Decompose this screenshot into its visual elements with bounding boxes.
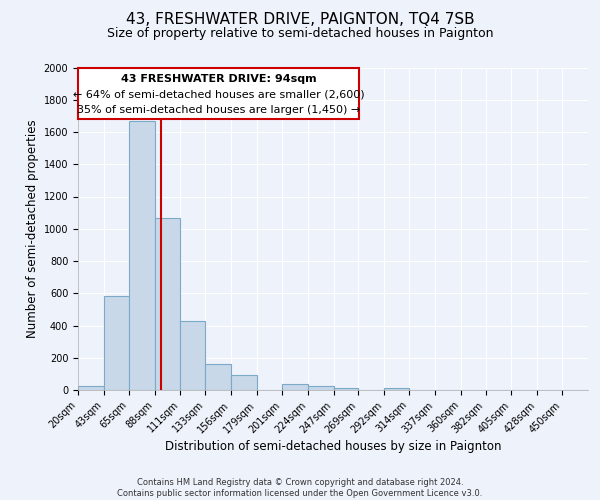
X-axis label: Distribution of semi-detached houses by size in Paignton: Distribution of semi-detached houses by … [165, 440, 501, 453]
Bar [384, 388, 409, 390]
Bar [128, 120, 155, 390]
Text: Size of property relative to semi-detached houses in Paignton: Size of property relative to semi-detach… [107, 28, 493, 40]
Bar [282, 384, 308, 390]
Bar [181, 320, 205, 390]
Bar [334, 388, 358, 390]
Bar [155, 218, 181, 390]
Bar [205, 364, 231, 390]
Text: 35% of semi-detached houses are larger (1,450) →: 35% of semi-detached houses are larger (… [77, 105, 361, 115]
Bar [231, 376, 257, 390]
Text: 43 FRESHWATER DRIVE: 94sqm: 43 FRESHWATER DRIVE: 94sqm [121, 74, 317, 84]
Y-axis label: Number of semi-detached properties: Number of semi-detached properties [26, 120, 40, 338]
Bar [308, 386, 334, 390]
Text: ← 64% of semi-detached houses are smaller (2,600): ← 64% of semi-detached houses are smalle… [73, 90, 365, 100]
Text: 43, FRESHWATER DRIVE, PAIGNTON, TQ4 7SB: 43, FRESHWATER DRIVE, PAIGNTON, TQ4 7SB [125, 12, 475, 28]
Bar [78, 386, 104, 390]
FancyBboxPatch shape [78, 68, 359, 119]
Text: Contains HM Land Registry data © Crown copyright and database right 2024.
Contai: Contains HM Land Registry data © Crown c… [118, 478, 482, 498]
Bar [104, 296, 128, 390]
